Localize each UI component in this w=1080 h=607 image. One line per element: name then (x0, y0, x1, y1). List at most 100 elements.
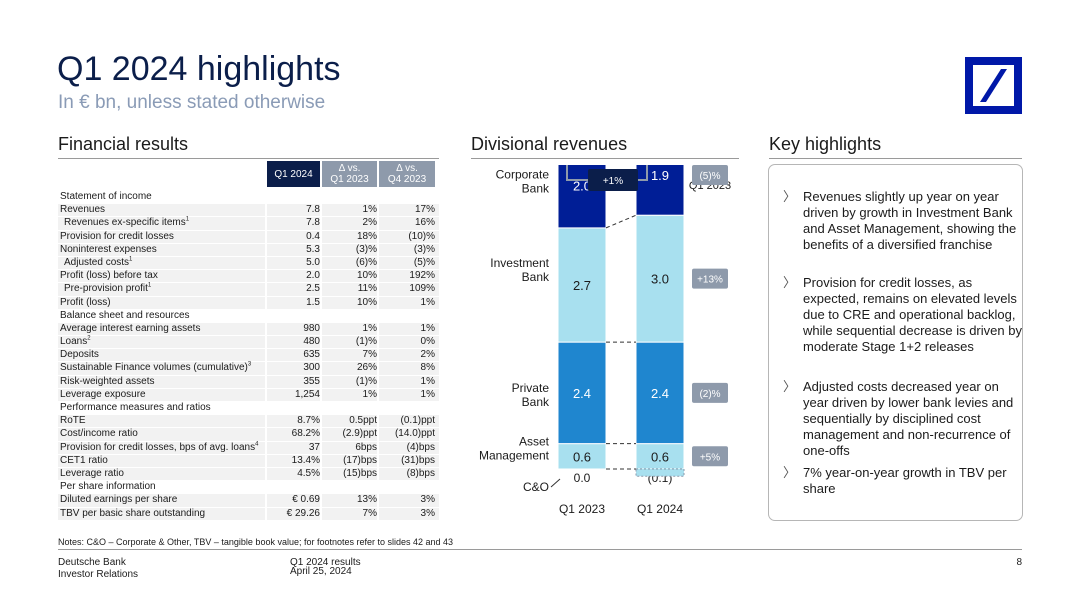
growth-badge (588, 169, 638, 191)
growth-badge-label: +1% (603, 176, 623, 187)
bar-investment-bank-1 (557, 227, 607, 343)
table-cell: 1% (362, 322, 377, 334)
column-separator (377, 454, 379, 467)
category-label-investment-bank: Investment Bank (490, 256, 550, 284)
row-label: Leverage exposure (60, 388, 146, 400)
financial-section-rule (58, 158, 439, 159)
row-label: Revenues ex-specific items1 (64, 217, 190, 229)
column-separator (320, 349, 322, 362)
column-separator (320, 388, 322, 401)
footer-note: Notes: C&O – Corporate & Other, TBV – ta… (58, 537, 454, 547)
bar-asset-management-2 (635, 443, 685, 470)
table-cell: 7.8 (306, 204, 320, 216)
column-separator (320, 230, 322, 243)
footer-company: Deutsche Bank (58, 557, 126, 568)
column-separator (320, 428, 322, 441)
table-cell: 1% (420, 388, 435, 400)
row-label: Performance measures and ratios (60, 402, 211, 413)
table-cell: 6bps (355, 441, 377, 453)
row-label: CET1 ratio (60, 454, 108, 466)
footnote-marker: 1 (185, 217, 190, 224)
x-axis-tick-label: Q1 2023 (559, 502, 605, 516)
delta-badge (692, 165, 728, 186)
divisional-revenues-chart: 0.62.42.72.00.07.7Q1 20230.62.43.01.9(0.… (479, 165, 728, 516)
table-cell: (4)bps (406, 441, 435, 453)
table-row: Provision for credit losses, bps of avg.… (58, 441, 439, 455)
table-row: Profit (loss) before tax 2.0 10% 192% (58, 270, 439, 284)
highlight-text: Revenues slightly up year on year driven… (803, 189, 1017, 252)
column-header-delta-q1-2023: Δ vs. Q1 2023 (322, 161, 377, 187)
table-row: Diluted earnings per share € 0.69 13% 3% (58, 494, 439, 508)
table-row: Adjusted costs1 5.0 (6)% (5)% (58, 256, 439, 271)
column-separator (265, 283, 267, 296)
column-separator (265, 388, 267, 401)
column-separator (265, 230, 267, 243)
table-cell: 0% (420, 336, 435, 348)
delta-badge-label: (2)% (699, 389, 720, 400)
footer-rule (58, 549, 1022, 550)
table-row: Leverage exposure 1,254 1% 1% (58, 388, 439, 402)
table-cell: (14.0)ppt (394, 428, 435, 440)
table-cell: 980 (303, 322, 320, 334)
table-cell: 7% (362, 349, 377, 361)
column-separator (320, 336, 322, 349)
category-label-asset-management: Asset Management (479, 434, 550, 462)
column-separator (377, 296, 379, 309)
bar-value-label: 3.0 (651, 272, 669, 287)
column-separator (265, 256, 267, 270)
column-separator (377, 507, 379, 520)
table-cell: 3% (420, 507, 435, 519)
table-cell: 11% (357, 283, 377, 295)
column-separator (377, 494, 379, 507)
column-separator (265, 441, 267, 454)
table-row: Deposits 635 7% 2% (58, 349, 439, 363)
column-separator (265, 454, 267, 467)
column-separator (377, 256, 379, 270)
table-cell: 1% (420, 296, 435, 308)
row-label: Loans2 (60, 335, 91, 348)
column-separator (265, 375, 267, 388)
row-label: Risk-weighted assets (60, 375, 155, 387)
column-separator (265, 322, 267, 336)
table-cell: 0.4 (306, 230, 320, 242)
table-cell: 355 (303, 375, 320, 387)
table-cell: 26% (356, 362, 377, 374)
column-separator (377, 467, 379, 481)
column-separator (265, 494, 267, 507)
table-cell: € 0.69 (292, 494, 320, 506)
logo-slash-icon (980, 69, 1007, 102)
chevron-right-icon: 〉 (783, 189, 797, 204)
delta-badge (692, 268, 728, 289)
table-cell: (2.9)ppt (342, 428, 377, 440)
table-cell: 13.4% (291, 454, 320, 466)
column-separator (320, 507, 322, 520)
table-cell: 1% (420, 375, 435, 387)
table-row: Cost/income ratio 68.2% (2.9)ppt (14.0)ppt (58, 428, 439, 442)
bar-c-and-o-2 (635, 468, 685, 477)
table-cell: (17)bps (343, 454, 377, 466)
x-axis-tick-label: Q1 2024 (637, 502, 683, 516)
table-cell: 10% (356, 270, 377, 282)
column-separator (377, 322, 379, 336)
bar-value-label-c-and-o: 0.0 (574, 471, 591, 485)
table-cell: 300 (303, 362, 320, 374)
column-separator (320, 283, 322, 296)
financial-table: Statement of income Revenues 7.8 1% 17% Reven… (58, 191, 439, 521)
table-cell: 2.5 (306, 283, 320, 295)
table-row: Revenues 7.8 1% 17% (58, 204, 439, 218)
row-label: Per share information (60, 481, 156, 493)
page-number: 8 (1016, 557, 1022, 568)
row-label: Leverage ratio (60, 467, 124, 479)
table-cell: 5.3 (306, 243, 320, 255)
column-separator (265, 217, 267, 230)
column-separator (320, 454, 322, 467)
delta-badge-label: (5)% (699, 171, 720, 182)
table-cell: 0.5ppt (349, 415, 377, 427)
bar-private-bank-1 (557, 341, 607, 445)
c-and-o-leader-line (550, 478, 561, 488)
table-cell: (5)% (413, 256, 435, 268)
table-cell: (8)bps (406, 467, 435, 479)
column-separator (377, 441, 379, 454)
column-separator (320, 375, 322, 388)
table-row: Noninterest expenses 5.3 (3)% (3)% (58, 243, 439, 257)
